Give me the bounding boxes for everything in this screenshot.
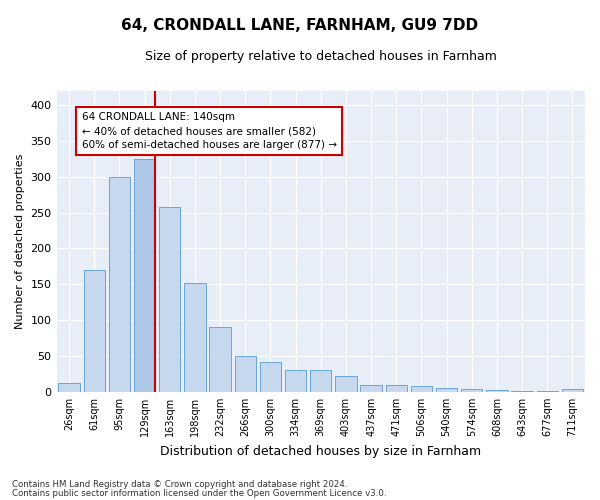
X-axis label: Distribution of detached houses by size in Farnham: Distribution of detached houses by size … [160,444,481,458]
Y-axis label: Number of detached properties: Number of detached properties [15,154,25,329]
Bar [159,207,181,392]
Bar [134,158,155,392]
Bar [310,370,331,392]
Bar [461,389,482,392]
Bar [83,270,105,392]
Text: Contains public sector information licensed under the Open Government Licence v3: Contains public sector information licen… [12,488,386,498]
Bar [436,388,457,392]
Bar [285,370,307,392]
Bar [386,385,407,392]
Title: Size of property relative to detached houses in Farnham: Size of property relative to detached ho… [145,50,497,63]
Bar [411,386,432,392]
Bar [536,391,558,392]
Bar [562,389,583,392]
Bar [109,176,130,392]
Bar [260,362,281,392]
Bar [235,356,256,392]
Bar [184,283,206,392]
Bar [486,390,508,392]
Bar [209,328,231,392]
Bar [361,385,382,392]
Text: 64 CRONDALL LANE: 140sqm
← 40% of detached houses are smaller (582)
60% of semi-: 64 CRONDALL LANE: 140sqm ← 40% of detach… [82,112,337,150]
Text: Contains HM Land Registry data © Crown copyright and database right 2024.: Contains HM Land Registry data © Crown c… [12,480,347,489]
Bar [335,376,356,392]
Bar [511,391,533,392]
Text: 64, CRONDALL LANE, FARNHAM, GU9 7DD: 64, CRONDALL LANE, FARNHAM, GU9 7DD [121,18,479,32]
Bar [58,384,80,392]
